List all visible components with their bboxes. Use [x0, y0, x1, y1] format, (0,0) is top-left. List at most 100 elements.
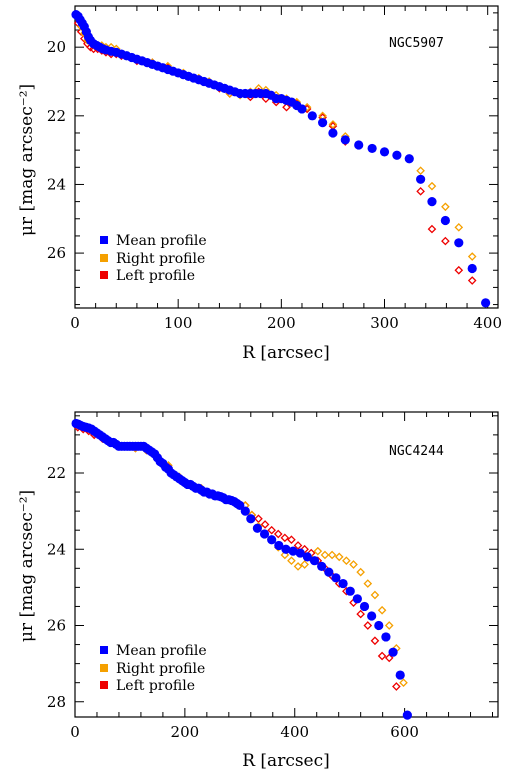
legend-swatch-right: [100, 664, 108, 672]
right-profile-point: [377, 605, 387, 615]
y-tick-label: 24: [47, 175, 66, 193]
x-tick-label: 0: [70, 314, 80, 332]
x-axis-title: R [arcsec]: [242, 751, 330, 771]
left-profile-point: [363, 621, 373, 630]
right-profile-point: [280, 550, 290, 560]
mean-profile-point: [379, 147, 390, 157]
mean-profile-point: [481, 298, 491, 308]
mean-profile-point: [324, 567, 334, 577]
left-profile-point: [416, 186, 425, 196]
right-profile-point: [384, 621, 394, 630]
mean-profile-point: [345, 586, 355, 596]
legend-label-left: Left profile: [116, 268, 195, 284]
right-profile-point: [370, 590, 380, 600]
left-profile-point: [356, 609, 365, 619]
left-profile-point: [427, 224, 437, 234]
mean-profile-point: [240, 506, 250, 516]
x-tick-label: 200: [267, 314, 296, 332]
left-profile-point: [267, 525, 276, 535]
legend-label-right: Right profile: [116, 251, 205, 267]
y-axis-title: μr [mag arcsec⁻²]: [17, 490, 37, 642]
right-profile-point: [313, 546, 323, 556]
mean-profile-point: [454, 238, 464, 248]
mean-profile-point: [288, 546, 298, 556]
right-profile-point: [399, 678, 408, 688]
mean-profile-point: [354, 140, 364, 150]
mean-profile-point: [392, 150, 402, 160]
y-tick-label: 26: [47, 617, 66, 635]
axis-ticks: [74, 6, 498, 308]
left-profile-point: [287, 535, 296, 545]
mean-profile-point: [340, 135, 350, 145]
y-tick-label: 22: [47, 464, 66, 482]
left-profile-point: [273, 529, 283, 539]
mean-profile-point: [352, 594, 362, 604]
right-profile-point: [416, 166, 425, 176]
mean-profile-point: [259, 529, 270, 539]
mean-profile-point: [281, 544, 291, 554]
tick-labels: 0 200 400 600 22 24 26 28: [47, 464, 419, 741]
legend-label-right: Right profile: [116, 661, 205, 677]
y-tick-label: 20: [47, 38, 66, 56]
plot-frame: [74, 411, 499, 718]
right-profile-point: [328, 120, 338, 129]
x-axis-title: R [arcsec]: [242, 343, 330, 363]
x-tick-label: 200: [171, 723, 200, 741]
legend-label-mean: Mean profile: [116, 233, 207, 249]
left-profile-point: [454, 265, 464, 275]
tick-labels: 0 100 200 300 400 20 22 24 26: [47, 38, 502, 332]
mean-profile-point: [367, 143, 377, 154]
left-profile-point: [260, 520, 270, 529]
right-profile-point: [342, 556, 351, 566]
right-profile-point: [467, 252, 477, 261]
left-profile-point: [377, 651, 387, 661]
y-tick-label: 26: [47, 244, 66, 262]
right-profile-point: [363, 579, 373, 588]
right-profile-point: [454, 223, 464, 232]
y-tick-label: 22: [47, 107, 66, 125]
panel-ngc5907: 0 100 200 300 400 20 22 24 26 NGC5907 R [arcsec]…: [17, 5, 502, 363]
mean-profile-point: [404, 154, 414, 164]
mean-profile-point: [374, 620, 384, 631]
right-profile-point: [427, 181, 437, 191]
galaxy-label: NGC4244: [389, 444, 444, 459]
data-marks: [71, 9, 491, 308]
mean-profile-point: [416, 174, 426, 184]
left-profile-point: [370, 636, 380, 646]
mean-profile-point: [302, 552, 312, 562]
right-profile-point: [349, 560, 358, 569]
x-tick-label: 400: [473, 314, 502, 332]
left-profile-point: [293, 541, 303, 550]
mean-profile-point: [297, 104, 307, 114]
legend: Mean profile Right profile Left profile: [100, 643, 207, 694]
mean-profile-point: [309, 556, 320, 566]
mean-profile-point: [331, 573, 341, 583]
legend-label-mean: Mean profile: [116, 643, 207, 659]
legend-swatch-right: [100, 254, 108, 262]
axis-ticks: [74, 412, 498, 717]
mean-profile-point: [381, 632, 391, 642]
mean-profile-point: [274, 540, 284, 551]
right-profile-point: [320, 550, 330, 560]
mean-profile-point: [267, 535, 277, 545]
x-tick-label: 300: [370, 314, 399, 332]
legend-label-left: Left profile: [116, 678, 195, 694]
mean-profile-point: [440, 215, 450, 226]
mean-profile-point: [402, 710, 412, 720]
panel-ngc4244: 0 200 400 600 22 24 26 28 NGC4244 R [arcsec] μr…: [17, 411, 499, 771]
mean-profile-point: [328, 128, 338, 138]
legend-swatch-mean: [100, 236, 108, 244]
mean-profile-point: [395, 670, 405, 680]
right-profile-point: [334, 552, 344, 562]
left-profile-point: [282, 102, 291, 112]
mean-profile-point: [295, 548, 305, 558]
legend-swatch-left: [100, 681, 108, 689]
plot-frame: [74, 5, 499, 309]
mean-profile-point: [427, 197, 437, 207]
mean-profile-point: [318, 118, 328, 128]
y-tick-label: 24: [47, 540, 66, 558]
right-profile-point: [300, 560, 309, 569]
x-tick-label: 600: [390, 723, 419, 741]
left-profile-point: [384, 653, 394, 663]
